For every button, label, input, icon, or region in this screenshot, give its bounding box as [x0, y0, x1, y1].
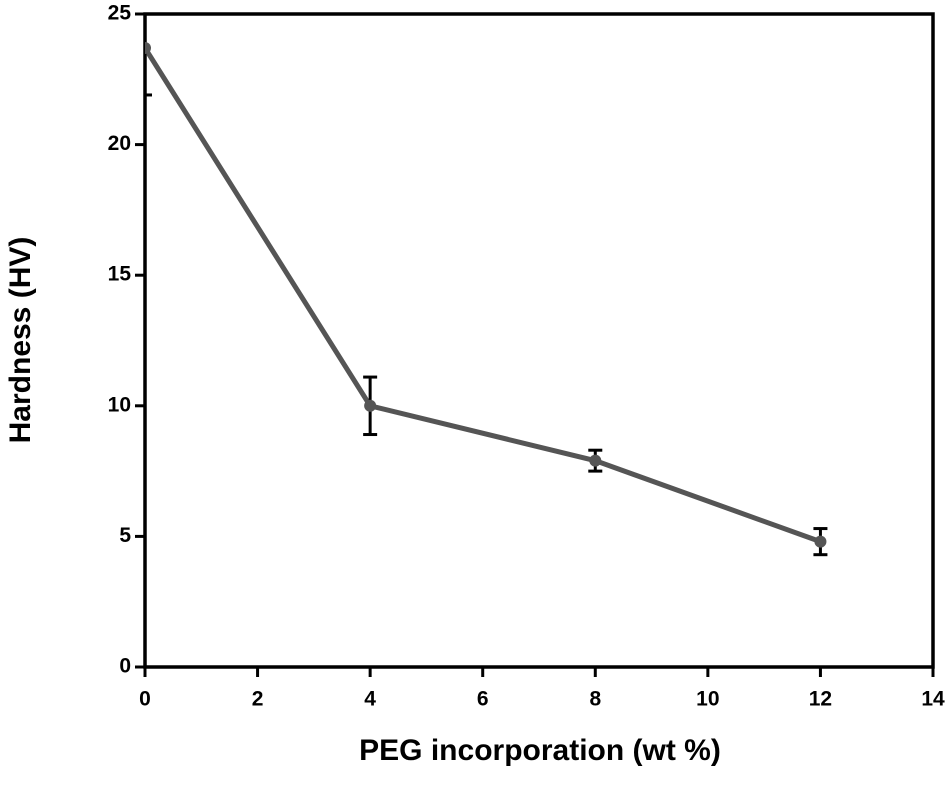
y-tick-label: 5: [119, 524, 131, 547]
y-tick-label: 20: [108, 132, 131, 155]
x-tick-label: 0: [139, 688, 151, 711]
x-tick-label: 14: [921, 688, 945, 711]
data-point: [364, 399, 377, 412]
plot-frame: [143, 12, 935, 669]
x-tick-label: 10: [696, 688, 719, 711]
data-line: [145, 46, 822, 544]
x-axis-title: PEG incorporation (wt %): [359, 734, 721, 767]
y-tick-label: 0: [119, 655, 131, 678]
x-tick-label: 2: [252, 688, 264, 711]
y-tick-label: 25: [108, 2, 132, 25]
x-tick-label: 8: [589, 688, 601, 711]
error-bar: [145, 14, 152, 97]
x-tick-label: 12: [809, 688, 832, 711]
y-axis-title: Hardness (HV): [4, 237, 37, 444]
y-tick-label: 10: [108, 393, 131, 416]
x-tick-label: 4: [364, 688, 376, 711]
data-point: [814, 535, 827, 548]
y-tick-label: 15: [108, 263, 132, 286]
data-point: [589, 454, 602, 467]
data-point: [145, 41, 151, 54]
x-tick-label: 6: [477, 688, 489, 711]
plot-area: [145, 14, 828, 557]
